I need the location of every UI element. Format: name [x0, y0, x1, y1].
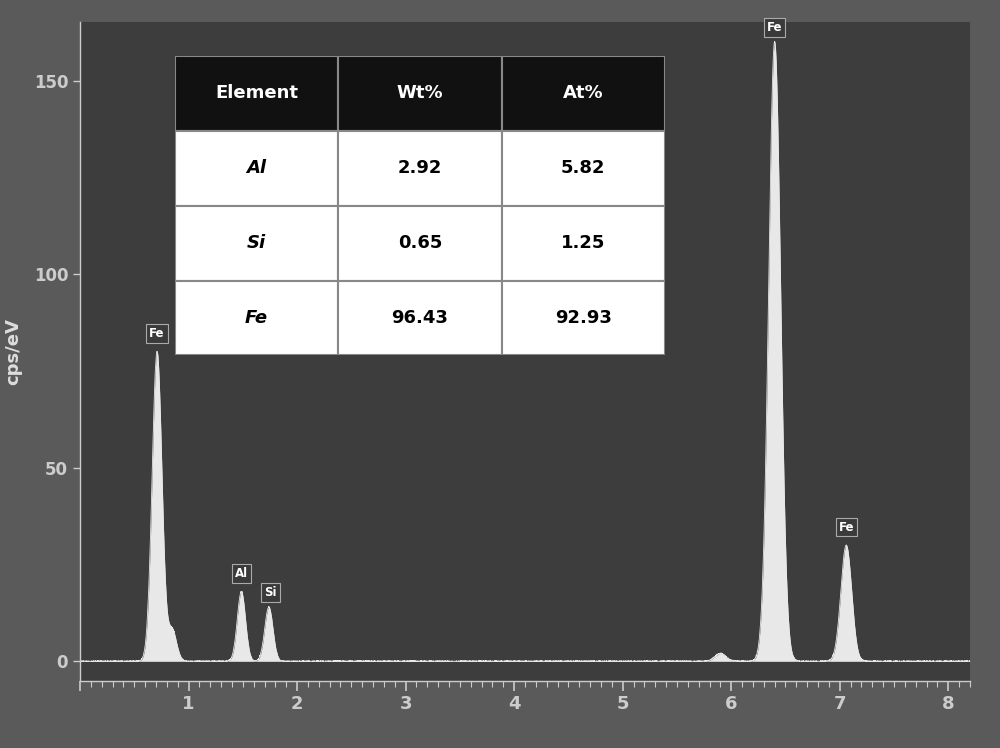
Bar — [175, 131, 338, 206]
Text: Al: Al — [247, 159, 267, 177]
Text: 96.43: 96.43 — [392, 309, 448, 327]
Bar — [175, 280, 338, 355]
Bar — [502, 56, 665, 131]
Text: 2.92: 2.92 — [398, 159, 442, 177]
Text: At%: At% — [563, 85, 604, 102]
Text: Fe: Fe — [149, 327, 165, 340]
Bar — [502, 280, 665, 355]
Bar — [175, 56, 338, 131]
Text: 5.82: 5.82 — [561, 159, 606, 177]
Text: Al: Al — [235, 567, 248, 580]
Bar — [502, 206, 665, 280]
Text: Element: Element — [215, 85, 298, 102]
Text: Si: Si — [264, 586, 277, 599]
Bar — [338, 131, 502, 206]
Bar — [338, 56, 502, 131]
Text: Fe: Fe — [245, 309, 268, 327]
Text: 0.65: 0.65 — [398, 234, 442, 252]
Text: 1.25: 1.25 — [561, 234, 606, 252]
Bar — [338, 206, 502, 280]
Bar — [502, 131, 665, 206]
Text: Wt%: Wt% — [397, 85, 443, 102]
Text: Fe: Fe — [839, 521, 854, 533]
Text: Fe: Fe — [767, 21, 782, 34]
Bar — [175, 206, 338, 280]
Bar — [338, 280, 502, 355]
Text: 92.93: 92.93 — [555, 309, 612, 327]
Text: Si: Si — [247, 234, 266, 252]
Y-axis label: cps/eV: cps/eV — [5, 318, 23, 385]
